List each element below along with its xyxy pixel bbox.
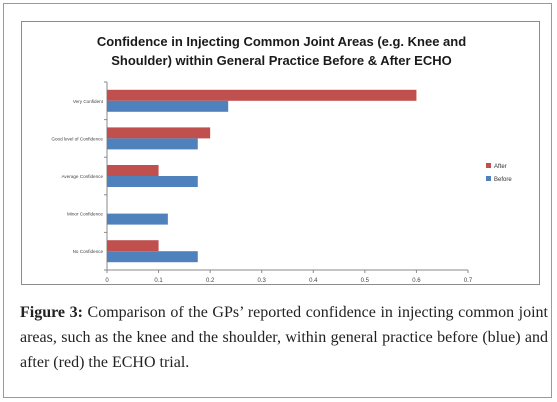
bar-after bbox=[107, 240, 159, 252]
legend-swatch-after bbox=[486, 163, 491, 168]
bar-before bbox=[107, 251, 198, 263]
y-category-label: Minor Confidence bbox=[67, 212, 103, 217]
caption-text: Comparison of the GPs’ reported confiden… bbox=[20, 304, 549, 371]
chart-title-line-2: Shoulder) within General Practice Before… bbox=[111, 53, 452, 68]
y-category-label: Good level of Confidence bbox=[51, 136, 103, 141]
bar-after bbox=[107, 89, 417, 101]
x-tick-label: 0.1 bbox=[154, 278, 163, 284]
caption-label: Figure 3: bbox=[20, 304, 83, 321]
x-tick-label: 0.4 bbox=[309, 278, 318, 284]
x-tick-label: 0.6 bbox=[412, 278, 421, 284]
legend-label-before: Before bbox=[494, 177, 512, 183]
bar-before bbox=[107, 138, 198, 150]
legend-label-after: After bbox=[494, 164, 507, 170]
legend-swatch-before bbox=[486, 176, 491, 181]
x-tick-label: 0 bbox=[105, 278, 109, 284]
y-category-label: Average Confidence bbox=[61, 174, 103, 179]
figure-frame: Confidence in Injecting Common Joint Are… bbox=[3, 3, 552, 398]
bar-chart: 0 0.1 0.2 0.3 0.4 0.5 0.6 0.7 Very Confident Good… bbox=[51, 81, 512, 284]
x-tick-label: 0.2 bbox=[206, 278, 215, 284]
chart-title-line-1: Confidence in Injecting Common Joint Are… bbox=[96, 34, 467, 49]
bar-before bbox=[107, 213, 168, 225]
bar-before bbox=[107, 100, 229, 112]
bar-after bbox=[107, 165, 159, 176]
x-tick-label: 0.3 bbox=[258, 278, 267, 284]
y-category-label: No Confidence bbox=[73, 249, 104, 254]
y-category-label: Very Confident bbox=[73, 99, 104, 104]
chart-title: Confidence in Injecting Common Joint Are… bbox=[22, 32, 541, 70]
bar-after bbox=[107, 127, 211, 139]
figure-caption: Figure 3: Comparison of the GPs’ reporte… bbox=[20, 300, 548, 375]
x-tick-label: 0.5 bbox=[361, 278, 370, 284]
chart-area: Confidence in Injecting Common Joint Are… bbox=[21, 21, 540, 285]
bar-before bbox=[107, 176, 198, 187]
x-tick-label: 0.7 bbox=[464, 278, 473, 284]
